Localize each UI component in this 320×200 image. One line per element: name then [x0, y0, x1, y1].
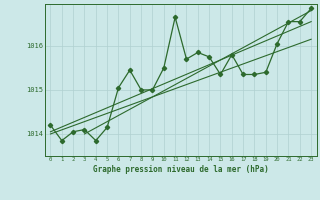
- X-axis label: Graphe pression niveau de la mer (hPa): Graphe pression niveau de la mer (hPa): [93, 165, 269, 174]
